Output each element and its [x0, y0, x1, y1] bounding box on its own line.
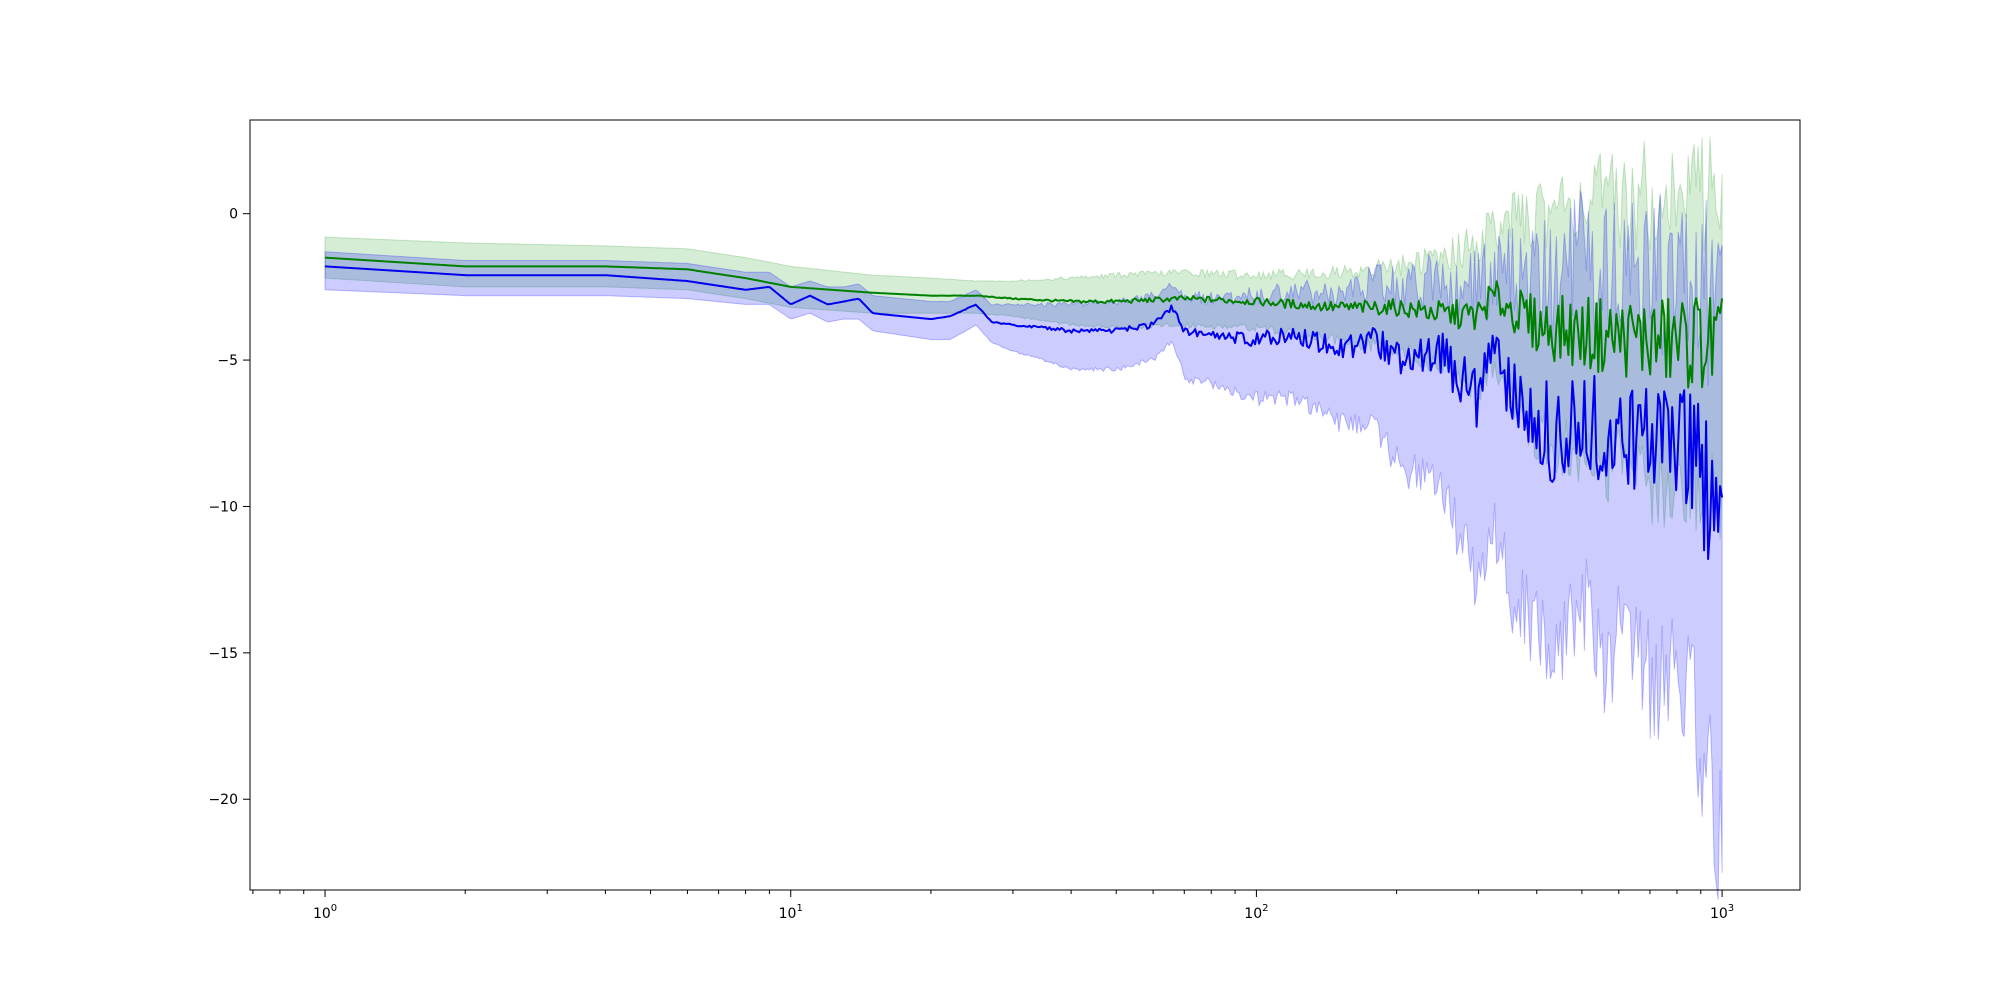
series-1-line: [324, 256, 1724, 389]
x-tick-label: 100: [313, 903, 337, 922]
x-tick-label: 103: [1710, 903, 1734, 922]
y-tick-label: 0: [229, 207, 238, 223]
y-tick-label: −15: [208, 646, 238, 662]
y-tick-label: −20: [208, 792, 238, 808]
series-2-line: [324, 265, 1724, 560]
y-axis: 0 −5 −10 −15 −20: [208, 207, 250, 808]
plot-frame: [249, 119, 1801, 891]
x-tick-label: 102: [1244, 903, 1268, 922]
y-tick-label: −5: [217, 353, 238, 369]
x-tick-label: 101: [779, 903, 803, 922]
confidence-bands: [324, 136, 1723, 900]
y-tick-label: −10: [208, 499, 238, 515]
x-axis: 100 101 102 103: [252, 890, 1734, 922]
series-lines: [324, 256, 1724, 560]
